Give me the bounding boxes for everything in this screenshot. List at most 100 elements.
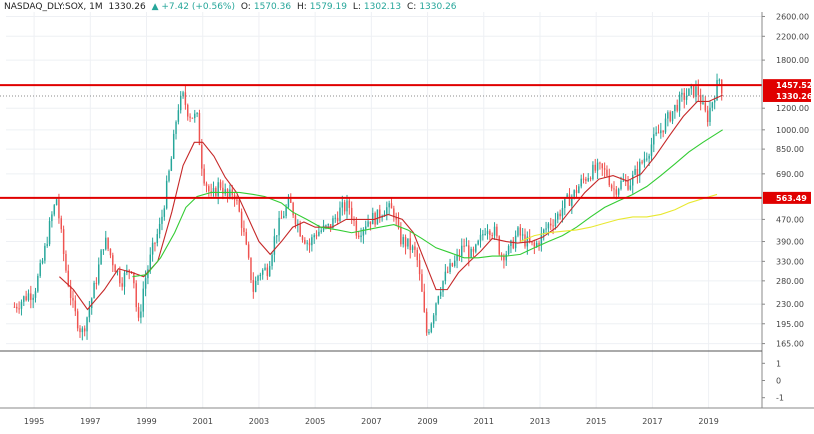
candle-body (121, 283, 123, 287)
last-price-label-bg (763, 89, 811, 102)
price-change: ▲ +7.42 (+0.56%) (151, 2, 235, 12)
level-price-label: 563.49 (776, 194, 807, 203)
candle-body (55, 199, 58, 206)
candle-body (247, 244, 250, 258)
candle-body (79, 328, 81, 333)
candle-body (685, 95, 688, 100)
candle-body (690, 85, 692, 89)
candle-body (653, 134, 655, 145)
candle-body (482, 234, 484, 236)
level-price-label: 1457.52 (776, 81, 812, 90)
y-tick-label: 690.00 (776, 170, 804, 179)
indicator-tick-label: 0 (776, 377, 781, 386)
candle-body (646, 158, 648, 160)
candle-body (706, 110, 709, 122)
candle-body (617, 188, 620, 195)
candle-body (194, 113, 196, 119)
candle-body (578, 186, 580, 193)
candle-body (154, 242, 156, 244)
candle-body (540, 233, 543, 246)
candle-body (400, 227, 402, 245)
candle-body (76, 311, 79, 329)
symbol-info: NASDAQ_DLY:SOX, 1M 1330.26 ▲ +7.42 (+0.5… (4, 2, 460, 12)
candle-body (451, 263, 454, 266)
candle-body (224, 189, 226, 194)
candle-body (559, 213, 561, 217)
candle-body (217, 182, 219, 196)
candle-body (613, 188, 615, 190)
candle-body (271, 254, 273, 267)
candle-body (83, 328, 86, 332)
candle-body (112, 255, 114, 266)
candle-body (306, 242, 308, 244)
candle-body (601, 163, 604, 169)
candle-body (671, 111, 674, 122)
candle-body (388, 203, 390, 208)
candle-body (51, 214, 53, 222)
candle-body (266, 267, 269, 277)
candle-body (379, 209, 381, 218)
candle-body (603, 168, 606, 170)
candle-body (660, 130, 662, 134)
candles (13, 73, 723, 341)
x-tick-label: 2003 (249, 417, 269, 426)
x-tick-label: 2007 (361, 417, 381, 426)
candle-body (648, 155, 650, 159)
candle-body (172, 133, 175, 159)
candle-body (156, 234, 159, 244)
candle-body (493, 226, 496, 236)
candle-body (212, 188, 215, 194)
candle-body (432, 315, 435, 324)
candle-body (360, 235, 362, 238)
candle-body (355, 220, 358, 236)
candle-body (320, 230, 322, 232)
candle-body (189, 116, 191, 118)
candle-body (290, 198, 292, 203)
candle-body (688, 88, 690, 96)
x-tick-label: 2009 (417, 417, 437, 426)
y-tick-label: 390.00 (776, 238, 804, 247)
candle-body (587, 178, 589, 181)
candle-body (100, 250, 102, 265)
candle-body (268, 266, 271, 277)
candle-body (88, 308, 91, 318)
candle-body (566, 194, 568, 198)
candle-body (414, 246, 416, 250)
candle-body (610, 185, 613, 189)
candle-body (507, 246, 510, 255)
candle-body (346, 200, 348, 212)
candle-body (203, 168, 205, 184)
candle-body (390, 203, 393, 209)
candle-body (341, 202, 344, 208)
candle-body (386, 207, 388, 215)
candle-body (350, 207, 353, 220)
candle-body (662, 130, 664, 133)
candle-body (93, 282, 95, 299)
candle-body (676, 104, 678, 111)
x-tick-label: 2011 (474, 417, 494, 426)
candle-body (463, 245, 465, 247)
candle-body (442, 281, 444, 292)
candle-body (285, 207, 287, 216)
candle-body (468, 245, 470, 258)
candle-body (283, 215, 285, 218)
candle-body (149, 254, 151, 270)
candle-body (18, 308, 20, 310)
candle-body (446, 271, 449, 273)
y-tick-label: 230.00 (776, 300, 804, 309)
candle-body (486, 230, 489, 234)
candle-body (720, 79, 723, 94)
x-tick-label: 2005 (305, 417, 325, 426)
candle-body (182, 92, 184, 96)
candle-body (631, 174, 634, 186)
candle-body (151, 242, 154, 255)
candle-body (594, 164, 596, 171)
candle-body (643, 158, 646, 163)
candle-body (627, 180, 629, 190)
candle-body (376, 209, 379, 225)
candle-body (238, 200, 240, 212)
candle-body (276, 235, 278, 237)
candle-body (304, 239, 306, 244)
candle-body (571, 196, 573, 206)
